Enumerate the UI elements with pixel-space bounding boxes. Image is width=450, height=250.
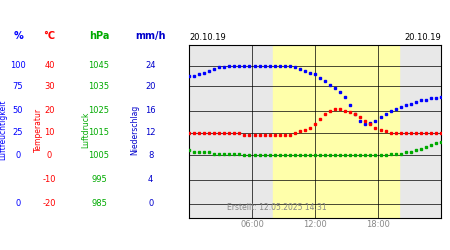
Text: Luftfeuchtigkeit: Luftfeuchtigkeit [0, 100, 8, 160]
Text: 995: 995 [91, 175, 107, 184]
Text: 20: 20 [145, 82, 156, 91]
Text: 1015: 1015 [89, 128, 109, 138]
Text: 30: 30 [44, 82, 55, 91]
Text: Luftdruck: Luftdruck [81, 112, 90, 148]
Text: 0: 0 [15, 199, 21, 208]
Text: Niederschlag: Niederschlag [130, 105, 140, 155]
Text: 1005: 1005 [89, 151, 109, 160]
Text: 1025: 1025 [89, 106, 109, 115]
Text: 8: 8 [148, 151, 153, 160]
Text: mm/h: mm/h [135, 31, 166, 41]
Text: 1035: 1035 [89, 82, 109, 91]
Text: 12: 12 [145, 128, 156, 138]
Text: 40: 40 [44, 61, 55, 70]
Text: 50: 50 [13, 106, 23, 115]
Text: 4: 4 [148, 175, 153, 184]
Text: Erstellt: 12.05.2025 14:31: Erstellt: 12.05.2025 14:31 [227, 203, 327, 212]
Text: 100: 100 [10, 61, 26, 70]
Text: 1045: 1045 [89, 61, 109, 70]
Text: -20: -20 [43, 199, 56, 208]
Text: 0: 0 [47, 151, 52, 160]
Text: 16: 16 [145, 106, 156, 115]
Text: 25: 25 [13, 128, 23, 138]
Text: 20.10.19: 20.10.19 [404, 32, 441, 42]
Text: 20: 20 [44, 106, 55, 115]
Text: 75: 75 [13, 82, 23, 91]
Text: 20.10.19: 20.10.19 [189, 32, 226, 42]
Text: -10: -10 [43, 175, 56, 184]
Text: °C: °C [44, 31, 55, 41]
Bar [273, 45, 399, 218]
Text: 0: 0 [148, 199, 153, 208]
Text: hPa: hPa [89, 31, 109, 41]
Text: 0: 0 [15, 151, 21, 160]
Text: %: % [13, 31, 23, 41]
Text: 985: 985 [91, 199, 107, 208]
Text: 24: 24 [145, 61, 156, 70]
Text: Temperatur: Temperatur [34, 108, 43, 152]
Text: 10: 10 [44, 128, 55, 138]
